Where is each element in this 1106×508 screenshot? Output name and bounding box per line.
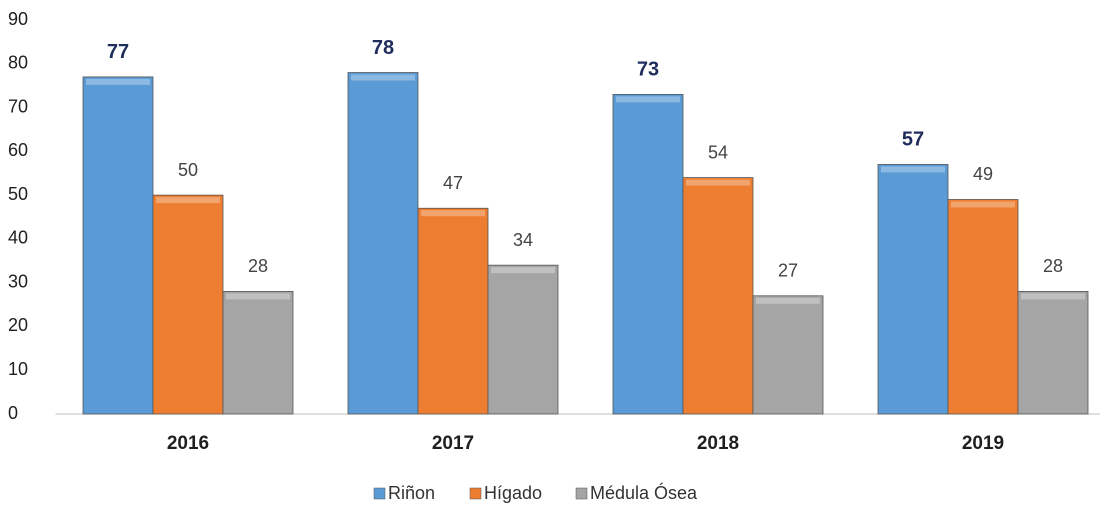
data-label: 50 bbox=[178, 160, 198, 180]
bar bbox=[222, 291, 294, 415]
y-tick-label: 30 bbox=[8, 271, 28, 291]
bar bbox=[877, 164, 949, 415]
data-label: 57 bbox=[902, 129, 924, 151]
y-tick-label: 60 bbox=[8, 140, 28, 160]
bar-highlight bbox=[421, 210, 485, 217]
y-tick-label: 0 bbox=[8, 403, 18, 423]
data-label: 54 bbox=[708, 142, 728, 162]
data-label: 77 bbox=[107, 41, 129, 63]
x-tick-label: 2016 bbox=[167, 433, 209, 454]
bar-highlight bbox=[756, 297, 820, 304]
legend-swatch bbox=[469, 487, 482, 500]
bar-highlight bbox=[616, 96, 680, 103]
x-tick-label: 2019 bbox=[962, 433, 1004, 454]
legend-swatch bbox=[373, 487, 386, 500]
bar bbox=[347, 72, 419, 415]
data-label: 28 bbox=[1043, 256, 1063, 276]
data-label: 34 bbox=[513, 230, 533, 250]
data-label: 49 bbox=[973, 164, 993, 184]
legend-label: Médula Ósea bbox=[590, 482, 698, 503]
bar bbox=[417, 207, 489, 415]
x-tick-label: 2017 bbox=[432, 433, 474, 454]
bar bbox=[612, 94, 684, 415]
bar-highlight bbox=[686, 179, 750, 186]
bar-highlight bbox=[491, 267, 555, 274]
y-tick-label: 40 bbox=[8, 228, 28, 248]
bar bbox=[947, 199, 1019, 415]
bar bbox=[152, 194, 224, 415]
bar bbox=[1017, 291, 1089, 415]
bar-highlight bbox=[156, 197, 220, 204]
bar bbox=[682, 177, 754, 415]
data-label: 28 bbox=[248, 256, 268, 276]
y-tick-label: 50 bbox=[8, 184, 28, 204]
bar-highlight bbox=[951, 201, 1015, 208]
bar-highlight bbox=[86, 78, 150, 85]
bar bbox=[752, 295, 824, 415]
legend-label: Riñon bbox=[388, 483, 435, 503]
legend-label: Hígado bbox=[484, 483, 542, 503]
bar-highlight bbox=[226, 293, 290, 300]
bar-highlight bbox=[881, 166, 945, 173]
bar bbox=[487, 264, 559, 415]
data-label: 73 bbox=[637, 59, 659, 81]
bar-highlight bbox=[351, 74, 415, 81]
y-tick-label: 90 bbox=[8, 9, 28, 29]
legend-swatch bbox=[575, 487, 588, 500]
data-label: 78 bbox=[372, 37, 394, 59]
x-tick-label: 2018 bbox=[697, 433, 739, 454]
y-tick-label: 10 bbox=[8, 359, 28, 379]
y-tick-label: 70 bbox=[8, 96, 28, 116]
bar bbox=[82, 76, 154, 415]
y-tick-label: 80 bbox=[8, 53, 28, 73]
y-tick-label: 20 bbox=[8, 315, 28, 335]
data-label: 47 bbox=[443, 173, 463, 193]
data-label: 27 bbox=[778, 261, 798, 281]
bar-highlight bbox=[1021, 293, 1085, 300]
